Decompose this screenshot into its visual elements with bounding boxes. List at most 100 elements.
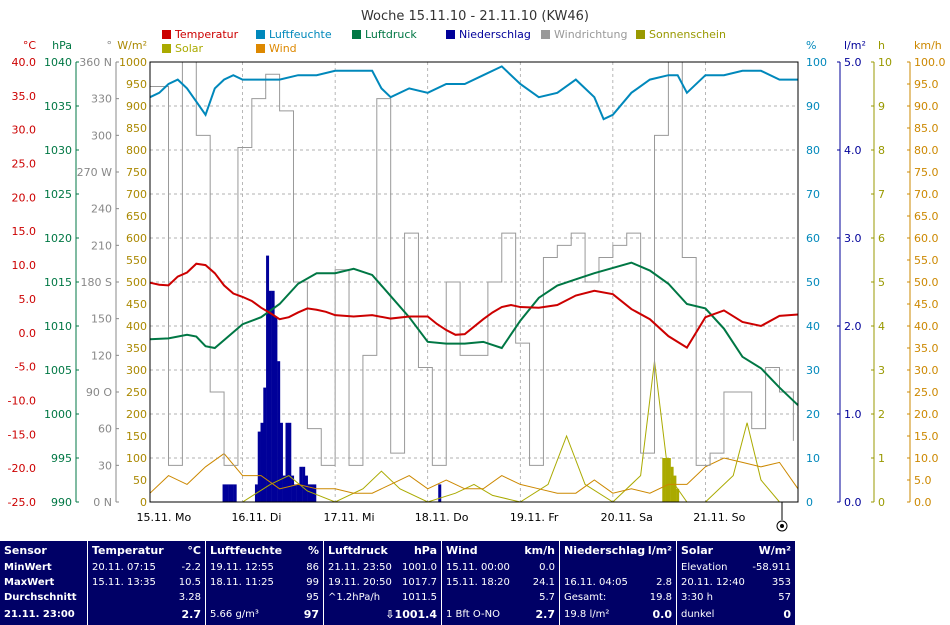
last-update: 21.11. 23:00 xyxy=(4,609,75,620)
axis-tick-label: 350 xyxy=(126,342,147,355)
col-unit: hPa xyxy=(413,544,437,557)
legend-label: Windrichtung xyxy=(554,28,627,41)
legend-label: Sonnenschein xyxy=(649,28,726,41)
axis-tick-label: 120 xyxy=(91,349,112,362)
x-tick-label: 17.11. Mi xyxy=(324,511,375,524)
axis-tick-label: 15.0 xyxy=(914,430,939,443)
axis-tick-label: 5.0 xyxy=(844,56,862,69)
precipitation-bar xyxy=(279,422,283,502)
col-title: Temperatur xyxy=(92,544,164,557)
axis-tick-label: 995 xyxy=(51,452,72,465)
axis-unit: km/h xyxy=(914,39,942,52)
axis-tick-label: 90 xyxy=(806,100,820,113)
axis-tick-label: 25.0 xyxy=(12,158,37,171)
stats-col-solar: Solar W/m² Elevation -58.911 20.11. 12:40 3… xyxy=(677,541,795,625)
axis-unit: % xyxy=(806,39,816,52)
axis-tick-label: 80 xyxy=(806,144,820,157)
sunshine-bar xyxy=(676,488,680,502)
avg-value: 95 xyxy=(306,592,319,603)
axis-tick-label: 1005 xyxy=(44,364,72,377)
axis-tick-label: 750 xyxy=(126,166,147,179)
axis-tick-label: 7 xyxy=(878,188,885,201)
axis-tick-label: 600 xyxy=(126,232,147,245)
max-time: 15.11. 13:35 xyxy=(92,577,156,588)
current-value: 2.7 xyxy=(535,608,556,621)
axis-tick-label: 35.0 xyxy=(914,342,939,355)
x-axis-labels: 15.11. Mo 16.11. Di 17.11. Mi 18.11. Do 19.1… xyxy=(137,511,746,524)
axis-tick-label: 30.0 xyxy=(914,364,939,377)
axis-tick-label: 950 xyxy=(126,78,147,91)
axes: °C40.035.030.025.020.015.010.05.00.0-5.0… xyxy=(8,39,946,509)
axis-tick-label: 450 xyxy=(126,298,147,311)
avg-value: 1011.5 xyxy=(402,592,437,603)
legend-item: Sonnenschein xyxy=(636,28,726,41)
axis-tick-label: 1010 xyxy=(44,320,72,333)
pressure-trend: ^1.2hPa/h xyxy=(328,592,381,603)
legend-swatch xyxy=(162,30,171,39)
precipitation-bar xyxy=(233,484,237,502)
axis-tick-label: 20.0 xyxy=(914,408,939,421)
axis-tick-label: -20.0 xyxy=(8,462,36,475)
axis-tick-label: 550 xyxy=(126,254,147,267)
axis-tick-label: 400 xyxy=(126,320,147,333)
row-label-avg: Durchschnitt xyxy=(4,592,77,603)
precipitation-bar xyxy=(293,484,297,502)
axis-tick-label: 5 xyxy=(878,276,885,289)
stats-col-niederschlag: Niederschlag l/m² 16.11. 04:05 2.8 Gesamt:… xyxy=(560,541,677,625)
axis-tick-label: 700 xyxy=(126,188,147,201)
precipitation-bar xyxy=(257,431,261,502)
axis-tick-label: 300 xyxy=(126,364,147,377)
legend-swatch xyxy=(162,44,171,53)
axis-precipitation: l/m² 5.0 4.0 3.0 2.0 1.0 0.0 xyxy=(837,39,866,509)
stats-col-temperatur: Temperatur °C 20.11. 07:15 -2.2 15.11. 13:… xyxy=(88,541,206,625)
axis-tick-label: 45.0 xyxy=(914,298,939,311)
legend-swatch xyxy=(446,30,455,39)
precipitation-bar xyxy=(304,475,308,502)
precipitation-bar xyxy=(260,422,264,502)
axis-tick-label: 800 xyxy=(126,144,147,157)
legend-swatch xyxy=(541,30,550,39)
legend-swatch xyxy=(256,30,265,39)
axis-tick-label: 850 xyxy=(126,122,147,135)
col-unit: l/m² xyxy=(647,544,672,557)
axis-tick-label: 75.0 xyxy=(914,166,939,179)
precipitation-bar xyxy=(277,361,281,502)
axis-tick-label: 40.0 xyxy=(914,320,939,333)
min-value: -2.2 xyxy=(181,562,201,573)
axis-tick-label: 85.0 xyxy=(914,122,939,135)
col-title: Wind xyxy=(446,544,478,557)
precipitation-bar xyxy=(222,484,226,502)
chart-title: Woche 15.11.10 - 21.11.10 (KW46) xyxy=(361,9,589,24)
axis-unit: ° xyxy=(107,39,113,52)
legend-swatch xyxy=(352,30,361,39)
axis-tick-label: 0 xyxy=(806,496,813,509)
axis-tick-label: 10.0 xyxy=(914,452,939,465)
precipitation-bar xyxy=(296,484,300,502)
precipitation-bar xyxy=(268,290,272,502)
axis-tick-label: 10.0 xyxy=(12,259,37,272)
precipitation-bar xyxy=(230,484,234,502)
col-title: Sensor xyxy=(4,544,47,557)
legend-label: Solar xyxy=(175,42,204,55)
x-tick-label: 20.11. Sa xyxy=(601,511,653,524)
max-time: 18.11. 11:25 xyxy=(210,577,274,588)
axis-tick-label: 3 xyxy=(878,364,885,377)
max-time: 20.11. 12:40 xyxy=(681,577,745,588)
stats-col-wind: Wind km/h 15.11. 00:00 0.0 15.11. 18:20 24.… xyxy=(442,541,560,625)
min-time: 20.11. 07:15 xyxy=(92,562,156,573)
axis-unit: h xyxy=(878,39,885,52)
stats-col-sensor: Sensor MinWert MaxWert Durchschnitt 21.1… xyxy=(0,541,88,625)
legend-label: Luftfeuchte xyxy=(269,28,332,41)
axis-tick-label: 0.0 xyxy=(19,327,37,340)
axis-tick-label: 95.0 xyxy=(914,78,939,91)
axis-tick-label: 300 xyxy=(91,129,112,142)
x-tick-label: 21.11. So xyxy=(693,511,745,524)
axis-tick-label: 70.0 xyxy=(914,188,939,201)
col-title: Niederschlag xyxy=(564,544,646,557)
axis-tick-label: 270 W xyxy=(77,166,112,179)
legend-label: Niederschlag xyxy=(459,28,531,41)
elevation-label: Elevation xyxy=(681,562,728,573)
axis-unit: hPa xyxy=(52,39,72,52)
legend-item: Wind xyxy=(256,42,297,55)
